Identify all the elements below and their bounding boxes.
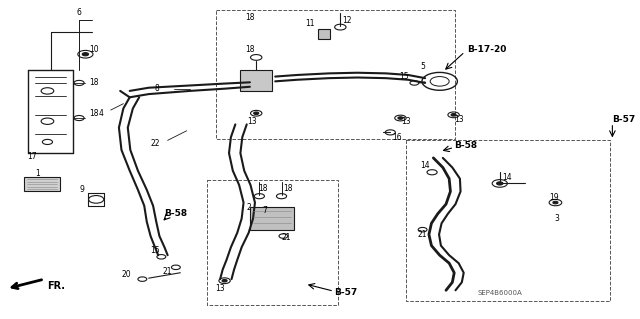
Text: 14: 14 — [420, 161, 430, 170]
Text: 21: 21 — [418, 230, 428, 239]
Circle shape — [253, 112, 259, 115]
Text: 8: 8 — [154, 84, 159, 93]
Text: 12: 12 — [342, 16, 351, 25]
Text: 18: 18 — [245, 13, 255, 22]
Text: B-57: B-57 — [612, 115, 636, 124]
Text: 15: 15 — [399, 72, 408, 81]
Circle shape — [553, 201, 558, 204]
Text: 18: 18 — [89, 78, 99, 87]
Circle shape — [222, 279, 227, 282]
Text: 3: 3 — [554, 214, 559, 223]
Text: 22: 22 — [150, 139, 160, 148]
Text: 13: 13 — [454, 115, 464, 124]
Text: 17: 17 — [27, 152, 36, 161]
Polygon shape — [24, 177, 60, 191]
Text: 21: 21 — [163, 267, 172, 276]
Text: B-17-20: B-17-20 — [467, 45, 506, 54]
Text: FR.: FR. — [47, 280, 65, 291]
Text: 21: 21 — [282, 233, 291, 242]
Text: 19: 19 — [548, 193, 558, 202]
Text: 11: 11 — [305, 19, 315, 28]
Circle shape — [83, 53, 88, 56]
Text: 6: 6 — [77, 8, 81, 17]
Text: 13: 13 — [215, 284, 225, 293]
Text: SEP4B6000A: SEP4B6000A — [477, 291, 522, 296]
Text: 18: 18 — [258, 184, 268, 193]
Text: 13: 13 — [247, 117, 257, 126]
Polygon shape — [250, 207, 294, 230]
Text: 20: 20 — [122, 270, 131, 279]
Text: B-58: B-58 — [164, 209, 188, 218]
Text: 16: 16 — [392, 133, 402, 142]
Text: 7: 7 — [262, 206, 267, 215]
Polygon shape — [241, 70, 272, 91]
Circle shape — [497, 182, 503, 185]
Circle shape — [451, 114, 456, 116]
Text: 15: 15 — [150, 246, 160, 255]
Text: B-57: B-57 — [334, 288, 357, 297]
Text: 14: 14 — [502, 173, 512, 182]
Circle shape — [398, 117, 403, 119]
Text: 1: 1 — [36, 169, 40, 178]
Text: 18: 18 — [283, 184, 292, 193]
Text: 4: 4 — [99, 109, 104, 118]
Text: 10: 10 — [89, 45, 99, 54]
Text: 2: 2 — [246, 203, 251, 212]
Text: 5: 5 — [420, 63, 425, 71]
Text: 18: 18 — [89, 109, 99, 118]
Polygon shape — [317, 29, 330, 39]
Text: 13: 13 — [401, 117, 411, 126]
Text: 9: 9 — [80, 185, 84, 194]
Text: B-58: B-58 — [454, 141, 477, 150]
Text: 18: 18 — [245, 45, 255, 54]
